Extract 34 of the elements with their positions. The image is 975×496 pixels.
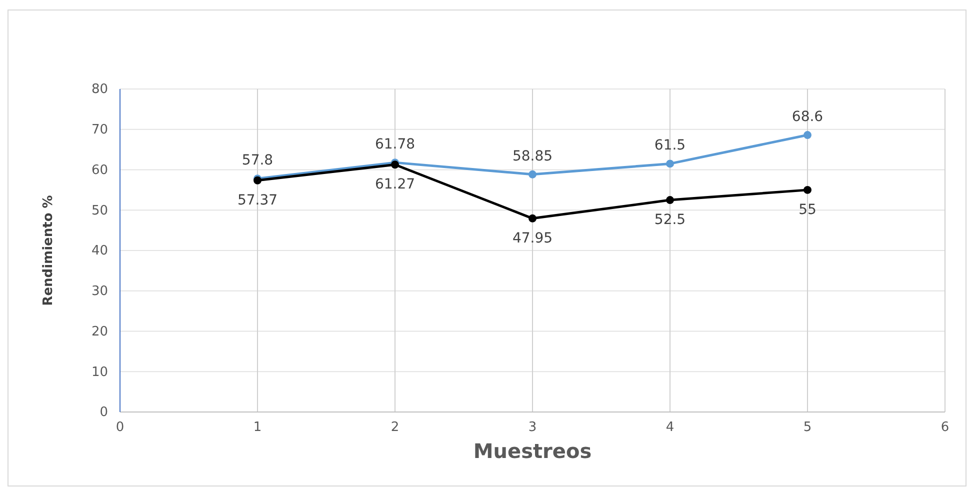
point	[528, 170, 536, 178]
x-tick-label: 6	[940, 420, 950, 436]
data-label: 57.8	[242, 152, 274, 169]
y-tick-label: 20	[91, 324, 108, 340]
x-tick-label: 0	[116, 420, 124, 436]
x-tick-label: 4	[666, 420, 674, 436]
x-axis-title: Muestreos	[473, 439, 592, 463]
data-label: 52.5	[654, 212, 686, 228]
x-tick-label: 3	[528, 420, 537, 436]
y-tick-label: 70	[91, 122, 108, 138]
y-tick-label: 80	[91, 82, 108, 98]
data-label: 61.27	[374, 176, 416, 193]
data-label: 61.78	[374, 136, 416, 153]
data-label: 61.5	[654, 138, 686, 154]
y-tick-label: 50	[91, 203, 108, 218]
y-tick-label: 40	[91, 244, 108, 259]
point	[666, 160, 674, 168]
y-tick-label: 30	[91, 284, 108, 300]
point	[804, 186, 812, 194]
data-label: 57.37	[237, 192, 278, 208]
data-label: 47.95	[512, 230, 553, 246]
data-label: 55	[798, 202, 816, 218]
data-label: 58.85	[512, 148, 553, 164]
y-axis-title: Rendimiento %	[41, 195, 56, 306]
x-tick-label: 5	[803, 420, 812, 436]
data-label: 68.6	[792, 109, 824, 126]
x-tick-label: 2	[390, 420, 400, 436]
y-tick-label: 0	[100, 405, 108, 420]
point	[528, 214, 536, 222]
point	[666, 196, 674, 204]
point	[804, 131, 812, 140]
y-tick-label: 60	[91, 162, 108, 178]
x-tick-label: 1	[253, 420, 262, 436]
y-tick-label: 10	[91, 364, 108, 380]
